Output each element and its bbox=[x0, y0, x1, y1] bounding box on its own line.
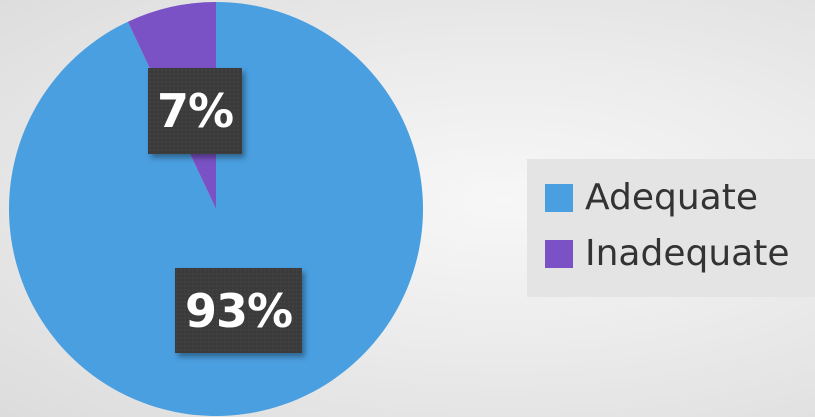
pie-slice-adequate bbox=[8, 2, 423, 417]
legend: Adequate Inadequate bbox=[527, 159, 815, 297]
legend-item-inadequate: Inadequate bbox=[545, 229, 815, 279]
data-label-adequate: 93% bbox=[175, 268, 302, 353]
legend-item-adequate: Adequate bbox=[545, 173, 815, 223]
legend-label-adequate: Adequate bbox=[585, 177, 758, 218]
legend-label-inadequate: Inadequate bbox=[585, 233, 790, 274]
legend-swatch-inadequate bbox=[545, 240, 573, 268]
legend-swatch-adequate bbox=[545, 184, 573, 212]
data-label-inadequate: 7% bbox=[148, 68, 242, 154]
